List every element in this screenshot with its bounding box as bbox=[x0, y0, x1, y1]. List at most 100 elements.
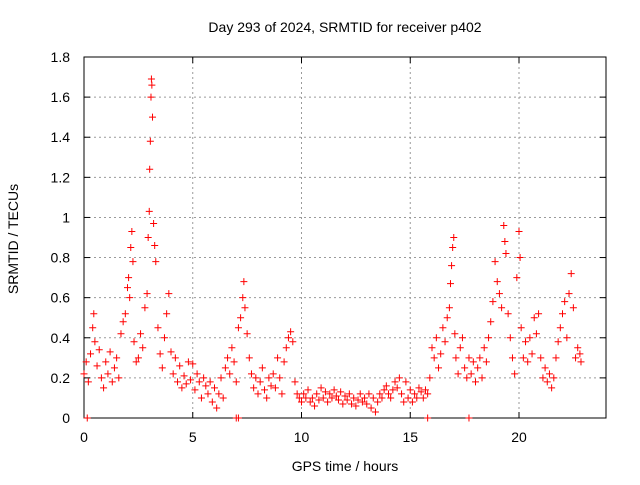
data-points bbox=[80, 75, 585, 422]
plot-frame bbox=[83, 56, 607, 419]
data-point bbox=[532, 330, 540, 338]
data-point bbox=[400, 398, 408, 406]
data-point bbox=[115, 374, 123, 382]
data-point bbox=[330, 386, 338, 394]
data-point bbox=[350, 394, 358, 402]
data-point bbox=[298, 398, 305, 406]
data-point bbox=[461, 364, 469, 372]
data-point bbox=[154, 324, 162, 332]
data-point bbox=[274, 354, 282, 362]
data-point bbox=[450, 234, 458, 241]
data-point bbox=[469, 358, 477, 366]
data-point bbox=[524, 358, 532, 366]
data-point bbox=[304, 386, 312, 394]
data-point bbox=[478, 374, 486, 382]
data-point bbox=[485, 334, 493, 342]
y-tick-label: 0.2 bbox=[51, 370, 71, 386]
data-point bbox=[158, 364, 166, 372]
data-point bbox=[252, 374, 260, 382]
data-point bbox=[502, 250, 510, 258]
data-point bbox=[221, 364, 229, 372]
data-point bbox=[545, 370, 553, 378]
data-point bbox=[491, 258, 499, 266]
data-point bbox=[139, 344, 147, 352]
data-point bbox=[480, 344, 488, 352]
data-point bbox=[84, 378, 92, 386]
data-point bbox=[463, 374, 471, 382]
data-point bbox=[519, 354, 527, 362]
data-point bbox=[552, 354, 560, 362]
data-point bbox=[413, 394, 421, 402]
data-point bbox=[165, 290, 173, 298]
data-point bbox=[528, 350, 536, 358]
data-point bbox=[515, 227, 523, 235]
y-tick-label: 0.6 bbox=[51, 290, 71, 306]
data-point bbox=[367, 404, 375, 412]
data-point bbox=[256, 378, 264, 386]
data-point bbox=[102, 358, 110, 366]
data-point bbox=[234, 414, 242, 422]
data-point bbox=[550, 374, 558, 382]
data-point bbox=[167, 348, 175, 356]
data-point bbox=[291, 378, 299, 386]
data-point bbox=[269, 370, 277, 378]
data-point bbox=[80, 370, 88, 378]
data-point bbox=[326, 390, 334, 398]
data-point bbox=[295, 394, 303, 402]
data-point bbox=[332, 392, 340, 400]
data-point bbox=[504, 310, 512, 318]
data-point bbox=[317, 384, 325, 392]
data-point bbox=[572, 354, 580, 362]
data-point bbox=[182, 380, 190, 388]
data-point bbox=[145, 207, 153, 215]
data-point bbox=[424, 390, 432, 398]
y-axis-title: SRMTID / TECUs bbox=[5, 184, 21, 294]
data-point bbox=[228, 344, 236, 352]
data-point bbox=[191, 386, 199, 394]
data-point bbox=[408, 398, 416, 406]
data-point bbox=[254, 390, 262, 398]
data-point bbox=[110, 364, 118, 372]
data-point bbox=[543, 378, 551, 386]
data-point bbox=[554, 338, 562, 346]
data-point bbox=[441, 338, 449, 346]
data-point bbox=[513, 274, 521, 282]
y-tick-label: 1.2 bbox=[51, 169, 71, 185]
data-point bbox=[339, 400, 347, 408]
data-point bbox=[517, 324, 525, 332]
x-tick-label: 5 bbox=[189, 429, 197, 445]
y-tick-label: 0.4 bbox=[51, 330, 71, 346]
data-point bbox=[577, 358, 585, 366]
data-point bbox=[482, 358, 490, 366]
data-point bbox=[226, 370, 234, 378]
data-point bbox=[149, 113, 157, 121]
data-point bbox=[160, 334, 168, 342]
data-point bbox=[402, 378, 410, 386]
data-point bbox=[208, 398, 216, 406]
data-point bbox=[293, 390, 301, 398]
data-point bbox=[451, 330, 459, 338]
data-point bbox=[147, 75, 155, 83]
data-point bbox=[147, 93, 155, 101]
data-point bbox=[230, 358, 238, 366]
data-point bbox=[435, 364, 443, 372]
data-point bbox=[89, 324, 97, 332]
data-point bbox=[446, 280, 454, 288]
data-point bbox=[258, 364, 266, 372]
x-tick-label: 15 bbox=[402, 429, 418, 445]
data-point bbox=[387, 394, 395, 402]
data-point bbox=[104, 370, 112, 378]
data-point bbox=[91, 338, 99, 346]
chart-title: Day 293 of 2024, SRMTID for receiver p40… bbox=[208, 19, 481, 35]
data-point bbox=[176, 362, 184, 370]
x-tick-label: 0 bbox=[80, 429, 88, 445]
data-point bbox=[501, 238, 509, 246]
data-point bbox=[548, 384, 556, 392]
data-point bbox=[90, 310, 98, 318]
y-tick-label: 0.8 bbox=[51, 250, 71, 266]
data-point bbox=[561, 298, 569, 306]
data-point bbox=[265, 374, 273, 382]
data-point bbox=[498, 304, 506, 312]
data-point bbox=[361, 394, 369, 402]
